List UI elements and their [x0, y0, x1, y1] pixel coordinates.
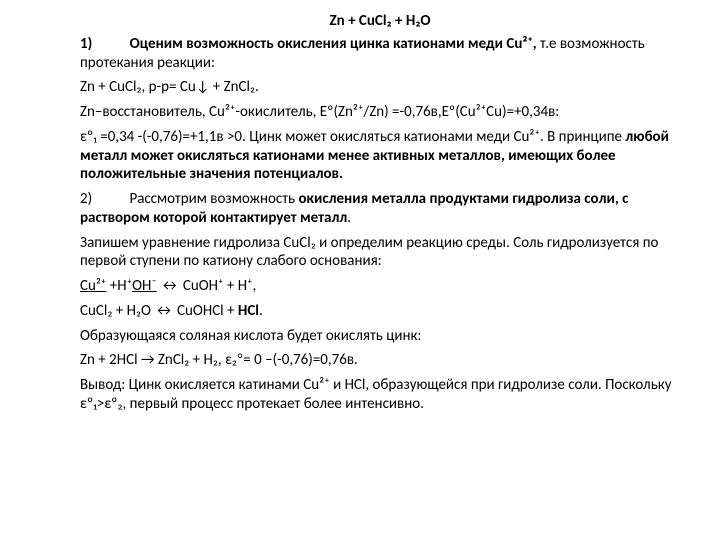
- para-7-u1: Cu²⁺: [80, 277, 106, 295]
- para-8: СuCl₂ + H₂O ↔ CuOHCl + HCl.: [80, 302, 680, 321]
- para-10: Zn + 2HCl → ZnCl₂ + H₂, ε₂º= 0 –(-0,76)=…: [80, 351, 680, 370]
- para-4: εº₁ =0,34 -(-0,76)=+1,1в >0. Цинк может …: [80, 128, 680, 184]
- para-9: Образующаяся соляная кислота будет окисл…: [80, 327, 680, 346]
- para-5-c: .: [347, 209, 351, 227]
- para-4-a: εº₁ =0,34 -(-0,76)=+1,1в >0. Цинк может …: [80, 128, 625, 146]
- para-7-d: ↔ CuOH⁺ + H⁺,: [157, 277, 257, 295]
- para-5: 2) Рассмотрим возможность окисления мета…: [80, 190, 680, 228]
- para-1: 1) Оценим возможность окисления цинка ка…: [80, 35, 680, 73]
- para-7: Cu²⁺ +H⁺OH⁻ ↔ CuOH⁺ + H⁺,: [80, 277, 680, 296]
- para-8-b: HCl: [238, 302, 259, 320]
- para-8-c: .: [259, 302, 263, 320]
- para-3: Zn–восстановитель, Сu²⁺-окислитель, Еº(Z…: [80, 103, 680, 122]
- para-11: Вывод: Цинк окисляется катинами Сu²⁺ и H…: [80, 376, 680, 414]
- para-1-bold: 1) Оценим возможность окисления цинка ка…: [80, 35, 540, 53]
- slide-content: Zn + CuCl₂ + H₂O 1) Оценим возможность о…: [0, 0, 720, 414]
- para-8-a: СuCl₂ + H₂O ↔ CuOHCl +: [80, 302, 238, 320]
- title: Zn + CuCl₂ + H₂O: [80, 12, 680, 31]
- para-5-a: 2) Рассмотрим возможность: [80, 190, 298, 208]
- para-7-u2: OH⁻: [132, 277, 157, 295]
- para-7-b: +H⁺: [106, 277, 132, 295]
- para-2: Zn + CuCl₂, р-р= Сu↓ + ZnCl₂.: [80, 78, 680, 97]
- para-6: Запишем уравнение гидролиза CuCl₂ и опре…: [80, 234, 680, 272]
